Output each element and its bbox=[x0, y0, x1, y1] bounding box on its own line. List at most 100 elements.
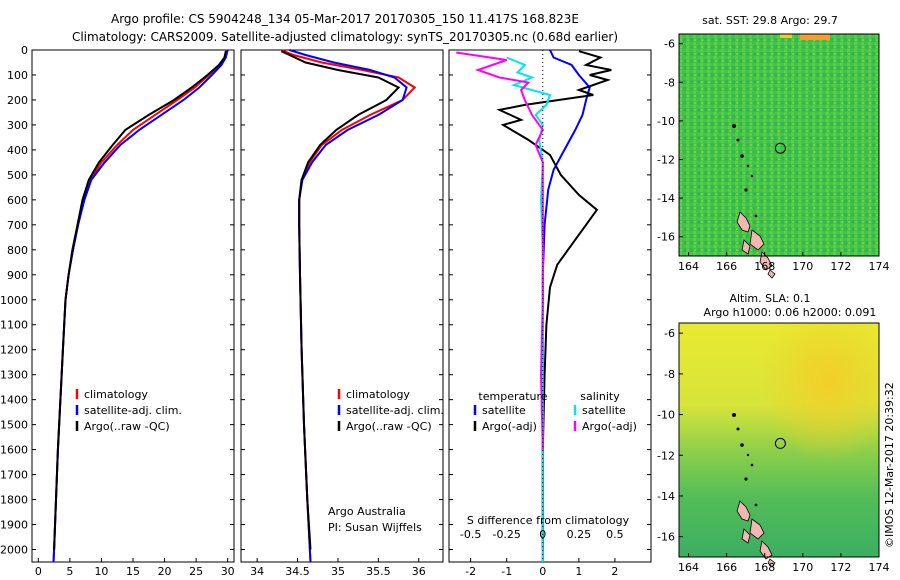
x-tick-label: 0 bbox=[35, 565, 42, 578]
x-tick-label: 36 bbox=[412, 565, 426, 578]
y-tick-label: -6 bbox=[664, 327, 675, 340]
x-tick-label: 34.5 bbox=[285, 565, 310, 578]
y-tick-label: 1000 bbox=[0, 294, 28, 307]
small-island bbox=[732, 124, 736, 128]
island-shape bbox=[741, 239, 751, 255]
legend-label: satellite-adj. clim. bbox=[346, 404, 444, 417]
x-tick-label: 170 bbox=[792, 260, 813, 273]
sla-map-subtitle: Argo h1000: 0.06 h2000: 0.091 bbox=[704, 306, 877, 319]
small-island bbox=[744, 477, 748, 481]
x-tick-label: 30 bbox=[221, 565, 235, 578]
x-tick-label: -1 bbox=[501, 565, 512, 578]
plot-frame bbox=[240, 49, 444, 563]
island-shape bbox=[736, 211, 751, 233]
y-tick-label: 1600 bbox=[0, 444, 28, 457]
small-island bbox=[754, 503, 758, 507]
x-tick-label: 164 bbox=[678, 561, 699, 574]
legend-label: satellite-adj. clim. bbox=[84, 404, 182, 417]
island-shape bbox=[741, 528, 751, 544]
y-tick-label: 800 bbox=[7, 244, 28, 257]
small-island bbox=[746, 453, 750, 457]
legend-label: climatology bbox=[346, 388, 410, 401]
x-tick-label: 2 bbox=[611, 565, 618, 578]
series-line bbox=[280, 50, 401, 550]
y-tick-label: -14 bbox=[657, 192, 675, 205]
x-tick-label: 174 bbox=[869, 561, 890, 574]
small-island bbox=[750, 174, 754, 178]
y-tick-label: 500 bbox=[7, 169, 28, 182]
x-tick-label: -2 bbox=[465, 565, 476, 578]
argo-position-marker bbox=[774, 437, 786, 449]
legend-label: Argo(..raw -QC) bbox=[346, 420, 432, 433]
y-tick-label: 1700 bbox=[0, 469, 28, 482]
small-island bbox=[740, 154, 744, 158]
sla-high-region bbox=[679, 323, 879, 557]
y-tick-label: -16 bbox=[657, 231, 675, 244]
y-tick-label: 300 bbox=[7, 119, 28, 132]
legend-label: Argo(..raw -QC) bbox=[84, 420, 170, 433]
y-tick-label: 1900 bbox=[0, 519, 28, 532]
sla-map-title: Altim. SLA: 0.1 bbox=[729, 292, 810, 305]
salinity-tick-label: 0 bbox=[539, 528, 546, 541]
y-tick-label: -10 bbox=[657, 409, 675, 422]
difference-panel: -2-1012T difference from climatology-0.5… bbox=[448, 49, 652, 578]
island-shape bbox=[749, 518, 765, 540]
legend-label: satellite bbox=[482, 404, 526, 417]
sst-map-title: sat. SST: 29.8 Argo: 29.7 bbox=[702, 14, 838, 27]
small-island bbox=[736, 138, 740, 142]
y-tick-label: -12 bbox=[657, 153, 675, 166]
y-tick-label: 2000 bbox=[0, 544, 28, 557]
series-line bbox=[53, 50, 227, 550]
salinity-tick-label: -0.25 bbox=[492, 528, 520, 541]
x-tick-label: 172 bbox=[830, 260, 851, 273]
plot-frame bbox=[448, 49, 652, 563]
salinity-panel: 3434.53535.536salinityclimatologysatelli… bbox=[240, 49, 444, 578]
annotation-line: PI: Susan Wijffels bbox=[328, 521, 422, 534]
legend-title: temperature bbox=[478, 390, 547, 403]
x-tick-label: 1 bbox=[575, 565, 582, 578]
temperature-panel: 0 5 10 15 20 25 300100200300400500600700800900… bbox=[0, 44, 235, 578]
y-tick-label: 1100 bbox=[0, 319, 28, 332]
small-island bbox=[744, 188, 748, 192]
x-tick-label: 168 bbox=[754, 561, 775, 574]
y-tick-label: 700 bbox=[7, 219, 28, 232]
x-tick-label: 166 bbox=[716, 561, 737, 574]
island-shape bbox=[767, 269, 776, 279]
header-line-2: Climatology: CARS2009. Satellite-adjuste… bbox=[72, 30, 618, 44]
y-tick-label: -14 bbox=[657, 490, 675, 503]
y-tick-label: -10 bbox=[657, 115, 675, 128]
legend-label: Argo(-adj) bbox=[482, 420, 537, 433]
x-tick-label: 34 bbox=[250, 565, 264, 578]
x-tick-label: 20 bbox=[158, 565, 172, 578]
y-tick-label: -16 bbox=[657, 531, 675, 544]
argo-position-marker bbox=[774, 142, 786, 154]
small-island bbox=[740, 443, 744, 447]
warm-patch bbox=[800, 34, 830, 40]
y-tick-label: 200 bbox=[7, 94, 28, 107]
map-frame bbox=[678, 322, 880, 558]
header-line-1: Argo profile: CS 5904248_134 05-Mar-2017… bbox=[111, 12, 579, 26]
y-tick-label: 0 bbox=[21, 44, 28, 57]
map-field bbox=[679, 34, 879, 256]
salinity-tick-label: 0.25 bbox=[567, 528, 592, 541]
plot-frame bbox=[31, 49, 235, 563]
legend-label: Argo(-adj) bbox=[582, 420, 637, 433]
y-tick-label: 100 bbox=[7, 69, 28, 82]
x-tick-label: 10 bbox=[94, 565, 108, 578]
small-island bbox=[746, 164, 750, 168]
y-tick-label: -8 bbox=[664, 76, 675, 89]
x-tick-label: 0 bbox=[539, 565, 546, 578]
salinity-tick-label: -0.5 bbox=[460, 528, 481, 541]
y-tick-label: 1800 bbox=[0, 494, 28, 507]
annotation-line: Argo Australia bbox=[328, 505, 406, 518]
legend-label: climatology bbox=[84, 388, 148, 401]
x-tick-label: 174 bbox=[869, 260, 890, 273]
x-tick-label: 172 bbox=[830, 561, 851, 574]
x-tick-label: 15 bbox=[126, 565, 140, 578]
sla-map-panel: 164 166 168 170 172 174 -6 -8 -10 -12 -14 -16 bbox=[657, 322, 890, 574]
island-shape bbox=[749, 229, 765, 251]
x-tick-label: 170 bbox=[792, 561, 813, 574]
y-tick-label: 900 bbox=[7, 269, 28, 282]
y-tick-label: 600 bbox=[7, 194, 28, 207]
